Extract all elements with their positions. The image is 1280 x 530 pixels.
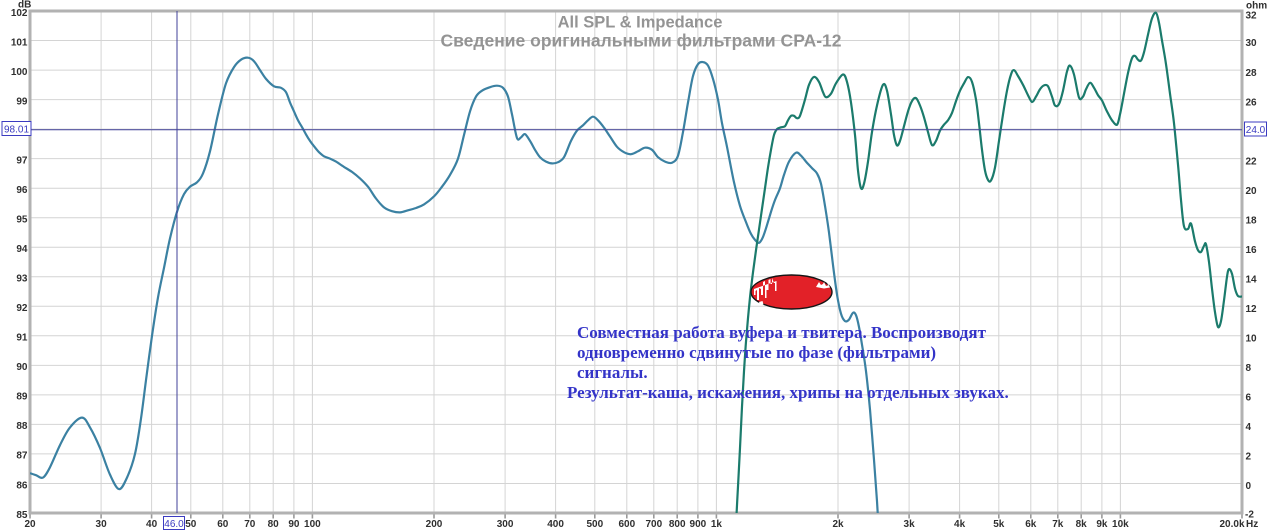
svg-text:7k: 7k <box>1052 519 1064 530</box>
svg-text:26: 26 <box>1246 97 1258 108</box>
svg-text:Совместная работа вуфера и тви: Совместная работа вуфера и твитера. Восп… <box>577 323 987 342</box>
svg-text:dB: dB <box>18 0 31 11</box>
svg-text:2k: 2k <box>832 519 844 530</box>
svg-text:ohm: ohm <box>1246 1 1267 12</box>
svg-text:1k: 1k <box>711 519 723 530</box>
svg-text:86: 86 <box>16 480 28 491</box>
svg-text:3k: 3k <box>904 519 916 530</box>
svg-text:Результат-каша, искажения, хри: Результат-каша, искажения, хрипы на отде… <box>567 383 1009 402</box>
svg-text:14: 14 <box>1246 275 1258 286</box>
svg-text:87: 87 <box>16 451 28 462</box>
svg-text:10: 10 <box>1246 334 1258 345</box>
svg-text:900: 900 <box>690 519 707 530</box>
svg-text:91: 91 <box>16 333 28 344</box>
svg-text:24.0: 24.0 <box>1246 125 1266 136</box>
svg-text:97: 97 <box>16 155 28 166</box>
svg-text:70: 70 <box>244 519 256 530</box>
svg-text:95: 95 <box>16 215 28 226</box>
svg-text:96: 96 <box>16 185 28 196</box>
svg-text:93: 93 <box>16 274 28 285</box>
svg-text:600: 600 <box>618 519 635 530</box>
svg-text:90: 90 <box>16 362 28 373</box>
svg-text:Сведение оригинальными фильтра: Сведение оригинальными фильтрами CPA-12 <box>440 30 841 50</box>
svg-text:100: 100 <box>11 67 28 78</box>
svg-text:32: 32 <box>1246 11 1258 22</box>
svg-text:60: 60 <box>217 519 229 530</box>
svg-text:89: 89 <box>16 392 28 403</box>
svg-text:92: 92 <box>16 303 28 314</box>
svg-text:102: 102 <box>11 8 28 19</box>
svg-text:20: 20 <box>1246 186 1258 197</box>
svg-text:28: 28 <box>1246 68 1258 79</box>
svg-text:500: 500 <box>586 519 603 530</box>
svg-text:300: 300 <box>497 519 514 530</box>
svg-text:5k: 5k <box>993 519 1005 530</box>
svg-text:2: 2 <box>1246 452 1252 463</box>
svg-text:сигналы.: сигналы. <box>577 363 648 382</box>
svg-text:200: 200 <box>426 519 443 530</box>
svg-text:Hz: Hz <box>1246 519 1258 530</box>
svg-text:6k: 6k <box>1025 519 1037 530</box>
svg-text:30: 30 <box>96 519 108 530</box>
svg-text:85: 85 <box>16 510 28 521</box>
svg-text:800: 800 <box>669 519 686 530</box>
svg-text:8: 8 <box>1246 363 1252 374</box>
svg-text:99: 99 <box>16 96 28 107</box>
svg-text:90: 90 <box>288 519 300 530</box>
svg-text:16: 16 <box>1246 245 1258 256</box>
svg-text:94: 94 <box>16 244 28 255</box>
svg-text:10k: 10k <box>1112 519 1129 530</box>
svg-text:12: 12 <box>1246 304 1258 315</box>
svg-text:All SPL & Impedance: All SPL & Impedance <box>558 14 723 32</box>
svg-text:400: 400 <box>547 519 564 530</box>
svg-text:4: 4 <box>1246 422 1252 433</box>
svg-text:40: 40 <box>146 519 158 530</box>
svg-text:8k: 8k <box>1076 519 1088 530</box>
svg-text:-2: -2 <box>1245 510 1254 521</box>
svg-text:18: 18 <box>1246 215 1258 226</box>
svg-text:22: 22 <box>1246 156 1258 167</box>
svg-text:6: 6 <box>1246 393 1252 404</box>
svg-text:700: 700 <box>645 519 662 530</box>
svg-text:98.01: 98.01 <box>4 125 29 136</box>
svg-text:4k: 4k <box>954 519 966 530</box>
svg-text:0: 0 <box>1246 481 1252 492</box>
svg-text:50: 50 <box>185 519 197 530</box>
svg-text:80: 80 <box>268 519 280 530</box>
svg-text:30: 30 <box>1246 38 1258 49</box>
svg-text:20: 20 <box>24 519 36 530</box>
svg-text:20.0k: 20.0k <box>1219 519 1244 530</box>
svg-text:одновременно сдвинутые по фазе: одновременно сдвинутые по фазе (фильтрам… <box>577 343 936 362</box>
svg-text:46.0: 46.0 <box>164 519 184 530</box>
svg-text:88: 88 <box>16 421 28 432</box>
svg-text:9k: 9k <box>1096 519 1108 530</box>
svg-text:100: 100 <box>304 519 321 530</box>
svg-text:101: 101 <box>11 37 28 48</box>
